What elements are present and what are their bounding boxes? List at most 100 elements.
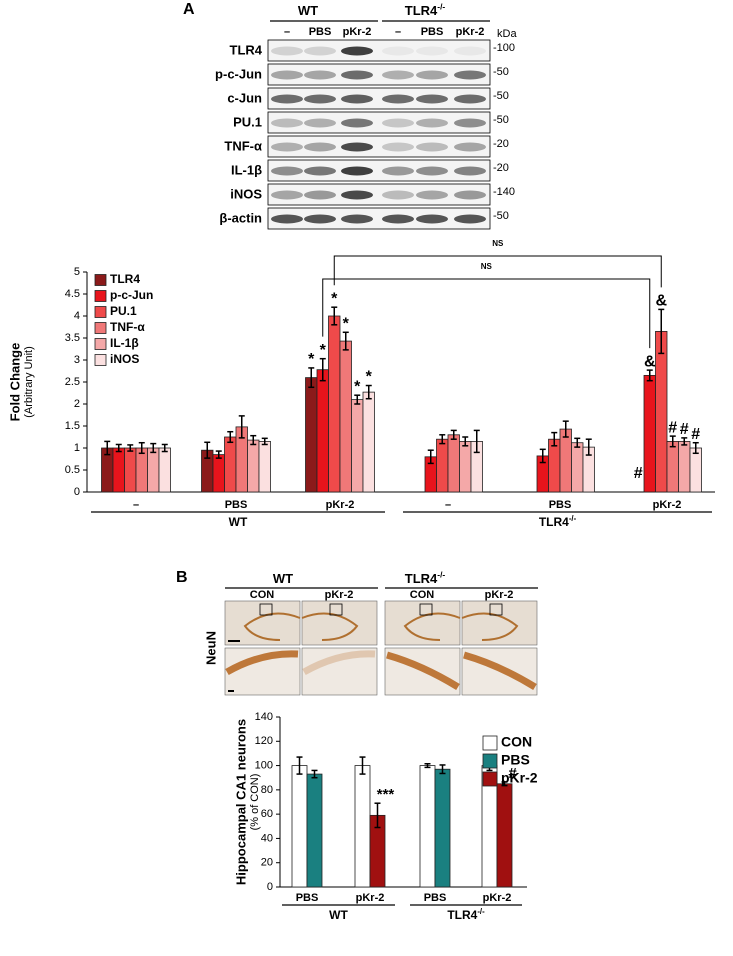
comparison-bracket <box>322 278 651 349</box>
y-axis-sublabel: (Arbitrary Unit) <box>23 346 35 418</box>
bar <box>328 315 341 493</box>
comparison-label: NS <box>492 239 504 248</box>
blot-row-label: p-c-Jun <box>215 66 262 81</box>
blot-band <box>416 94 448 104</box>
blot-band <box>304 70 336 80</box>
significance-mark: * <box>320 342 327 359</box>
lane-label: – <box>395 26 401 38</box>
blot-band <box>416 214 448 224</box>
y-axis-label: Hippocampal CA1 neurons <box>233 719 248 885</box>
y-tick-label: 2 <box>74 398 80 410</box>
significance-mark: * <box>354 378 361 395</box>
bar <box>362 391 375 493</box>
blot-band <box>454 46 486 56</box>
y-tick-label: 60 <box>261 808 273 820</box>
blot-band <box>304 142 336 152</box>
significance-mark: * <box>308 351 315 368</box>
blot-band <box>382 94 414 104</box>
legend-label: PU.1 <box>110 304 137 318</box>
bar <box>291 765 308 888</box>
lane-label: pKr-2 <box>456 26 485 38</box>
bar <box>147 447 160 493</box>
ca1-layer <box>225 650 299 676</box>
group-label-main: WT <box>329 908 348 922</box>
kda-marker: -20 <box>493 162 509 174</box>
blot-group-main: WT <box>298 3 318 18</box>
blot-band <box>382 166 414 176</box>
blot-band <box>454 214 486 224</box>
blot-band <box>341 94 373 104</box>
group-label-main: TLR4 <box>539 515 569 529</box>
y-tick-label: 5 <box>74 266 80 278</box>
blot-panel <box>267 87 491 110</box>
roi-box <box>329 603 343 616</box>
blot-band <box>416 142 448 152</box>
significance-mark: & <box>655 293 667 310</box>
blot-band <box>341 46 373 56</box>
blot-panel <box>267 111 491 134</box>
blot-band <box>304 190 336 200</box>
legend-swatch <box>94 354 107 366</box>
legend-label: TNF-α <box>110 320 145 334</box>
legend-swatch <box>482 735 498 751</box>
blot-row-label: TLR4 <box>230 42 263 57</box>
ca1-layer <box>302 650 376 676</box>
legend-swatch <box>482 771 498 787</box>
comparison-bracket <box>333 255 662 288</box>
hippocampus-shape <box>301 612 359 641</box>
x-tick-label: pKr-2 <box>653 499 682 511</box>
blot-row-label: c-Jun <box>227 90 262 105</box>
y-tick-label: 100 <box>255 759 273 771</box>
blot-panel <box>267 63 491 86</box>
blot-band <box>454 142 486 152</box>
roi-box <box>419 603 433 616</box>
blot-band <box>271 94 303 104</box>
blot-band <box>454 94 486 104</box>
blot-band <box>416 118 448 128</box>
bar <box>354 765 371 888</box>
blot-band <box>454 166 486 176</box>
blot-panel <box>267 183 491 206</box>
x-tick-label: – <box>445 499 451 511</box>
blot-band <box>416 70 448 80</box>
group-label: WT <box>329 908 348 922</box>
y-tick-label: 2.5 <box>65 376 80 388</box>
histology-group: WT <box>273 571 293 586</box>
hippocampus-shape <box>461 612 519 641</box>
histology-group-main: WT <box>273 571 293 586</box>
panel-label: B <box>176 569 188 586</box>
y-tick-label: 4.5 <box>65 288 80 300</box>
kda-marker: -50 <box>493 66 509 78</box>
kda-marker: -50 <box>493 210 509 222</box>
bar <box>655 330 668 493</box>
bar <box>158 447 171 493</box>
legend-swatch <box>94 274 107 286</box>
lane-label: PBS <box>309 26 332 38</box>
y-tick-label: 0 <box>74 486 80 498</box>
y-tick-label: 20 <box>261 857 273 869</box>
bar <box>459 440 472 493</box>
group-label-sup: -/- <box>477 907 485 916</box>
significance-mark: & <box>644 353 656 370</box>
bar <box>112 447 125 493</box>
bar <box>247 439 260 493</box>
blot-band <box>304 94 336 104</box>
kda-marker: -20 <box>493 138 509 150</box>
bar <box>666 440 679 493</box>
blot-band <box>341 166 373 176</box>
blot-band <box>271 46 303 56</box>
significance-mark: * <box>366 369 373 386</box>
blot-band <box>382 118 414 128</box>
blot-group: TLR4-/- <box>405 2 446 19</box>
histology-zoom <box>301 647 378 696</box>
legend-label: PBS <box>501 752 530 768</box>
histology-image <box>461 600 538 646</box>
significance-mark: *** <box>377 786 395 803</box>
group-label-main: WT <box>229 515 248 529</box>
blot-group-sup: -/- <box>437 2 445 12</box>
blot-band <box>341 70 373 80</box>
y-tick-label: 120 <box>255 735 273 747</box>
histology-group: TLR4-/- <box>405 570 446 587</box>
blot-band <box>271 214 303 224</box>
